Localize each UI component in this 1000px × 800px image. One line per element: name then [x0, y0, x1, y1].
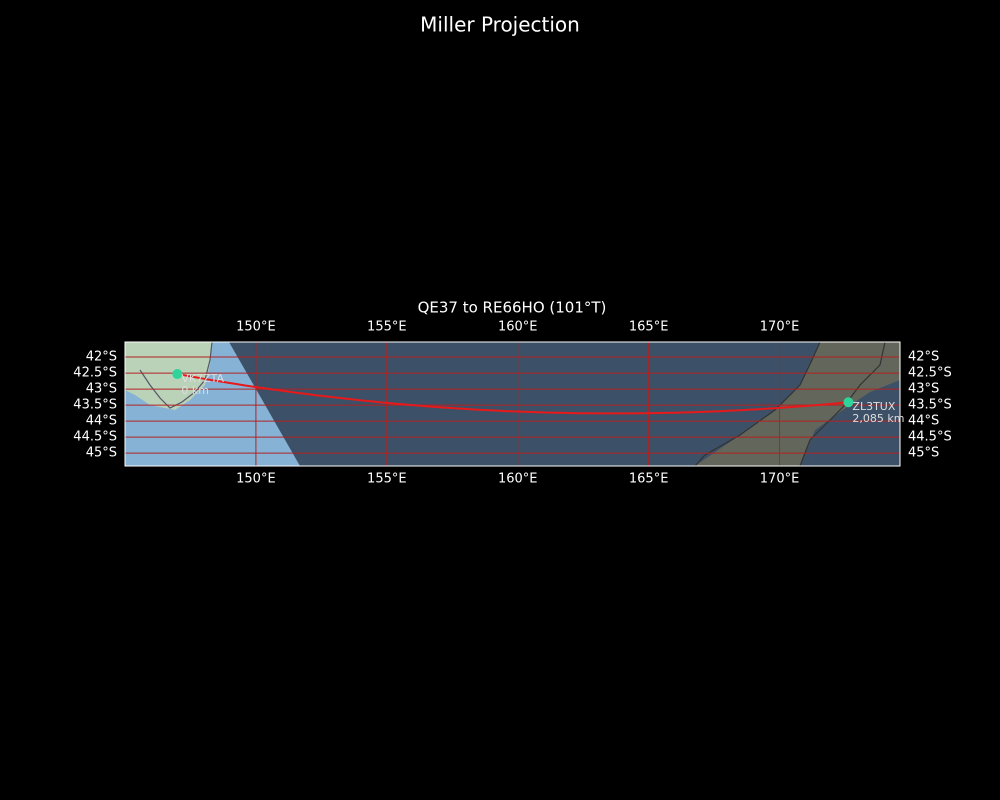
grid — [125, 342, 900, 466]
land-tasmania — [125, 342, 212, 410]
y-tick-label: 44°S — [86, 414, 117, 429]
map-frame — [124, 341, 901, 467]
y-tick-label: 44.5°S — [908, 430, 952, 445]
y-tick-label: 42°S — [908, 350, 939, 365]
map-background — [125, 342, 900, 466]
x-tick-label: 155°E — [367, 472, 407, 487]
x-tick-label: 160°E — [498, 472, 538, 487]
x-tick-label: 165°E — [629, 320, 669, 335]
y-tick-label: 44°S — [908, 414, 939, 429]
x-tick-label: 170°E — [760, 472, 800, 487]
x-tick-label: 155°E — [367, 320, 407, 335]
station-distance: 0 km — [181, 384, 209, 397]
great-circle-path — [177, 373, 849, 415]
y-tick-label: 42.5°S — [73, 366, 117, 381]
x-tick-label: 150°E — [236, 472, 276, 487]
y-tick-label: 43°S — [908, 382, 939, 397]
y-tick-label: 43.5°S — [908, 398, 952, 413]
station-label: VK7ZTA — [181, 372, 224, 385]
y-tick-label: 45°S — [86, 446, 117, 461]
coastline — [694, 342, 821, 466]
y-tick-label: 42°S — [86, 350, 117, 365]
station-marker — [843, 397, 854, 408]
station-marker — [172, 369, 183, 380]
x-tick-label: 170°E — [760, 320, 800, 335]
y-tick-label: 43°S — [86, 382, 117, 397]
x-tick-label: 150°E — [236, 320, 276, 335]
y-tick-label: 42.5°S — [908, 366, 952, 381]
figure-title: Miller Projection — [420, 13, 580, 37]
y-tick-label: 43.5°S — [73, 398, 117, 413]
y-tick-label: 44.5°S — [73, 430, 117, 445]
station-distance: 2,085 km — [852, 412, 904, 425]
station-label: ZL3TUX — [852, 400, 895, 413]
map-subtitle: QE37 to RE66HO (101°T) — [418, 299, 607, 317]
x-tick-label: 160°E — [498, 320, 538, 335]
x-tick-label: 165°E — [629, 472, 669, 487]
y-tick-label: 45°S — [908, 446, 939, 461]
